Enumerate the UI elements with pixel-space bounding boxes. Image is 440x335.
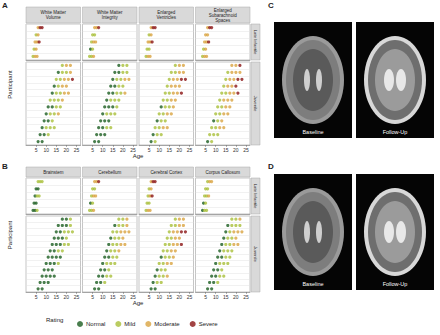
svg-text:5: 5 (204, 147, 207, 153)
svg-text:5: 5 (91, 147, 94, 153)
svg-text:10: 10 (156, 294, 162, 300)
svg-text:10: 10 (43, 294, 49, 300)
svg-text:25: 25 (74, 147, 80, 153)
svg-text:15: 15 (53, 294, 59, 300)
svg-text:20: 20 (233, 294, 239, 300)
svg-text:Spaces: Spaces (215, 18, 231, 23)
svg-text:Age: Age (133, 300, 144, 306)
svg-text:10: 10 (213, 147, 219, 153)
svg-text:Late Infantile: Late Infantile (253, 184, 258, 209)
svg-text:Integrity: Integrity (102, 15, 119, 20)
svg-text:15: 15 (223, 294, 229, 300)
svg-text:Baseline: Baseline (302, 129, 323, 135)
svg-text:Late Infantile: Late Infantile (253, 30, 258, 55)
svg-text:25: 25 (130, 294, 136, 300)
svg-text:10: 10 (213, 294, 219, 300)
svg-text:Severe: Severe (199, 321, 219, 327)
svg-text:5: 5 (35, 147, 38, 153)
svg-text:20: 20 (64, 147, 70, 153)
svg-text:Follow-Up: Follow-Up (383, 129, 408, 135)
svg-text:Enlarged: Enlarged (157, 10, 176, 15)
svg-text:Mild: Mild (124, 321, 135, 327)
svg-text:20: 20 (120, 147, 126, 153)
svg-text:25: 25 (243, 294, 249, 300)
svg-text:5: 5 (148, 147, 151, 153)
svg-text:20: 20 (120, 294, 126, 300)
svg-text:Volume: Volume (46, 15, 62, 20)
svg-text:15: 15 (166, 294, 172, 300)
svg-text:20: 20 (233, 147, 239, 153)
svg-text:20: 20 (177, 294, 183, 300)
svg-text:Participant: Participant (7, 70, 13, 99)
svg-text:Corpus Callosum: Corpus Callosum (205, 170, 240, 175)
svg-text:Follow-Up: Follow-Up (383, 281, 408, 287)
svg-text:5: 5 (91, 294, 94, 300)
svg-text:D: D (268, 162, 274, 171)
svg-text:Cerebral Cortex: Cerebral Cortex (150, 170, 183, 175)
svg-text:20: 20 (177, 147, 183, 153)
svg-text:10: 10 (156, 147, 162, 153)
svg-text:Subarachnoid: Subarachnoid (208, 12, 237, 18)
svg-text:15: 15 (166, 147, 172, 153)
svg-text:25: 25 (130, 147, 136, 153)
svg-text:15: 15 (110, 294, 116, 300)
svg-text:Participant: Participant (7, 220, 13, 249)
svg-text:A: A (2, 1, 8, 10)
svg-text:5: 5 (204, 294, 207, 300)
svg-text:25: 25 (243, 147, 249, 153)
svg-text:20: 20 (64, 294, 70, 300)
svg-text:C: C (268, 1, 274, 10)
svg-text:25: 25 (187, 294, 193, 300)
svg-text:10: 10 (100, 294, 106, 300)
svg-text:Moderate: Moderate (154, 321, 180, 327)
svg-text:5: 5 (35, 294, 38, 300)
svg-text:15: 15 (110, 147, 116, 153)
svg-text:Normal: Normal (86, 321, 105, 327)
svg-text:B: B (2, 162, 8, 171)
svg-text:25: 25 (187, 147, 193, 153)
svg-text:White Matter: White Matter (97, 10, 123, 15)
svg-text:Enlarged: Enlarged (213, 7, 232, 13)
svg-text:Cerebellum: Cerebellum (98, 170, 121, 175)
svg-text:Juvenile: Juvenile (253, 246, 258, 262)
svg-text:Age: Age (133, 153, 144, 159)
svg-text:10: 10 (100, 147, 106, 153)
svg-text:15: 15 (223, 147, 229, 153)
svg-text:Ventricles: Ventricles (156, 15, 176, 20)
svg-text:Rating: Rating (46, 317, 63, 323)
svg-text:15: 15 (53, 147, 59, 153)
svg-text:White Matter: White Matter (40, 10, 66, 15)
svg-text:5: 5 (148, 294, 151, 300)
svg-text:Baseline: Baseline (302, 281, 323, 287)
svg-text:Juvenile: Juvenile (253, 96, 258, 112)
svg-text:Brainstem: Brainstem (43, 170, 64, 175)
svg-text:10: 10 (43, 147, 49, 153)
svg-text:25: 25 (74, 294, 80, 300)
